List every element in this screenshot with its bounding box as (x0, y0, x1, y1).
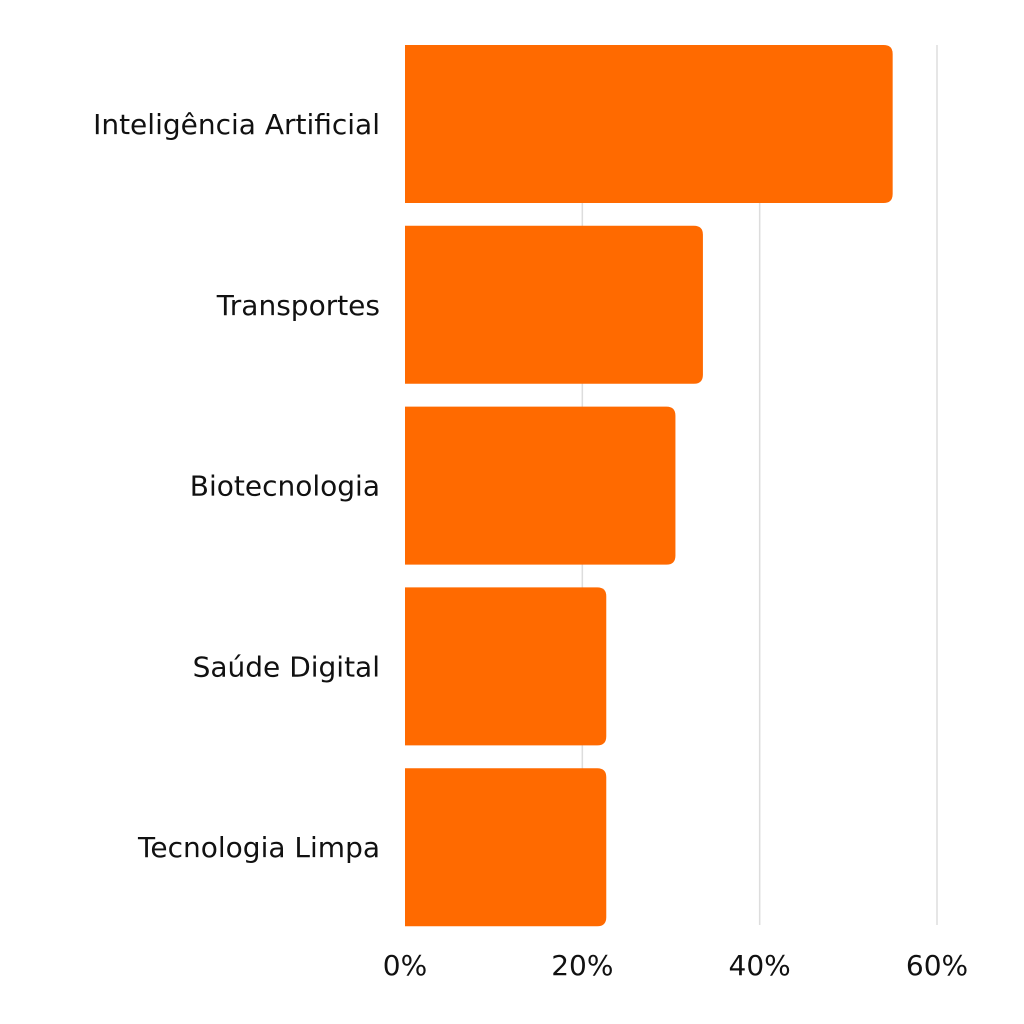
x-tick-label-20: 20% (551, 949, 613, 982)
category-label-3: Biotecnologia (190, 470, 380, 503)
category-labels: Inteligência Artificial Transportes Biotec… (93, 108, 380, 864)
category-label-2: Transportes (216, 289, 380, 322)
x-axis-ticks: 0% 20% 40% 60% (383, 949, 968, 982)
x-tick-label-40: 40% (729, 949, 791, 982)
x-tick-label-60: 60% (906, 949, 968, 982)
bar-2 (405, 225, 703, 384)
bars (405, 45, 893, 927)
bar-3 (405, 406, 676, 565)
category-label-1: Inteligência Artificial (93, 108, 380, 141)
bar-4 (405, 587, 607, 746)
x-tick-label-0: 0% (383, 949, 427, 982)
category-label-5: Tecnologia Limpa (137, 831, 380, 864)
bar-5 (405, 768, 607, 927)
bar-1 (405, 45, 893, 203)
category-label-4: Saúde Digital (193, 650, 380, 683)
